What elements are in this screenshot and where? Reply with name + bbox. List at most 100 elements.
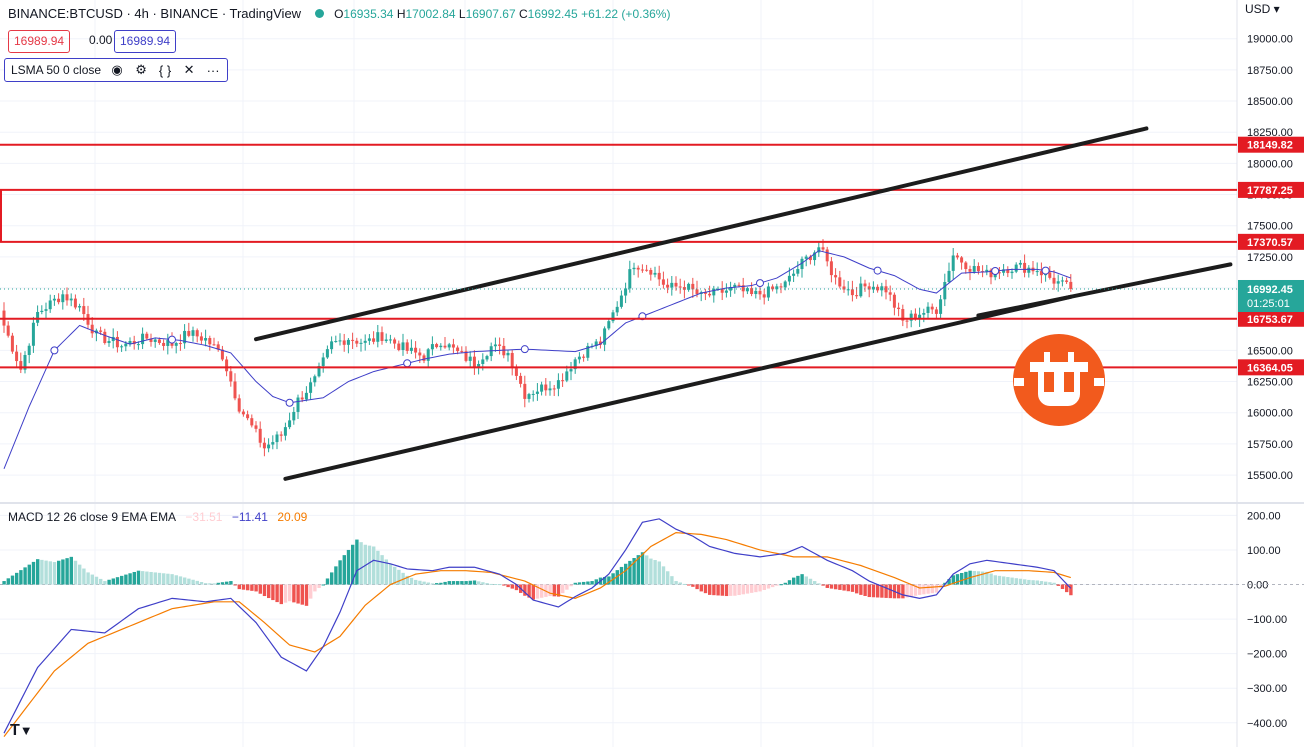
macd-axis-tick-label: −300.00 <box>1247 683 1287 695</box>
candle-body <box>897 307 901 310</box>
more-icon[interactable]: ··· <box>206 62 220 78</box>
macd-histogram-bar <box>73 560 78 585</box>
current-price-label: 16992.45 <box>1247 284 1293 296</box>
macd-histogram-bar <box>187 578 191 585</box>
candle-body <box>674 282 678 287</box>
macd-line[interactable] <box>3 518 1072 734</box>
macd-histogram-bar <box>745 584 750 594</box>
candle-body <box>44 309 48 311</box>
candle-body <box>212 344 216 346</box>
macd-histogram-bar <box>649 558 653 585</box>
candle-body <box>464 351 468 361</box>
macd-histogram-bar <box>817 583 821 585</box>
candle-body <box>498 344 502 346</box>
macd-histogram-bar <box>624 563 628 585</box>
candle-body <box>472 356 476 367</box>
candle-body <box>926 306 930 313</box>
bar-countdown-label: 01:25:01 <box>1247 298 1290 310</box>
macd-histogram-bar <box>678 582 682 585</box>
macd-histogram-bar <box>15 572 19 585</box>
candle-body <box>36 311 40 323</box>
gear-icon[interactable]: ⚙ <box>135 62 147 77</box>
candle-body <box>745 288 749 292</box>
candle-body <box>989 269 993 278</box>
macd-histogram-bar <box>775 584 779 586</box>
candle-body <box>216 344 220 350</box>
macd-histogram-bar <box>1039 581 1044 585</box>
macd-histogram-bar <box>640 552 645 585</box>
candle-body <box>594 341 598 346</box>
macd-histogram-bar <box>48 561 52 585</box>
change-value: +61.22 (+0.36%) <box>581 6 671 21</box>
buy-price-button[interactable]: 16989.94 <box>114 30 177 53</box>
macd-histogram-bar <box>670 576 674 585</box>
price-axis-tick-label: 18250.00 <box>1247 127 1293 139</box>
candle-body <box>666 284 670 288</box>
macd-histogram-bar <box>607 576 611 585</box>
candle-body <box>737 284 741 286</box>
macd-histogram-bar <box>162 573 166 585</box>
macd-histogram-bar <box>804 576 808 585</box>
macd-histogram-bar <box>334 566 338 585</box>
macd-histogram-bar <box>1006 577 1010 585</box>
candle-body <box>960 257 964 263</box>
macd-histogram-bar <box>355 539 359 585</box>
macd-histogram-bar <box>2 581 6 585</box>
macd-signal-line[interactable] <box>3 532 1071 737</box>
macd-histogram-bar <box>435 583 439 585</box>
trendline-channel-lower-2[interactable] <box>976 262 1233 318</box>
close-icon[interactable]: ✕ <box>183 62 195 77</box>
candle-body <box>640 269 644 271</box>
candle-body <box>892 294 896 308</box>
trendline-channel-lower-1[interactable] <box>283 294 1073 481</box>
candle-body <box>611 312 615 322</box>
macd-histogram-bar <box>99 578 103 585</box>
price-axis-tick-label: 15750.00 <box>1247 439 1293 451</box>
candle-body <box>246 414 250 419</box>
candle-body <box>888 292 892 295</box>
macd-histogram-bar <box>363 544 367 585</box>
macd-histogram-bar <box>447 581 451 585</box>
macd-histogram-bar <box>724 584 729 597</box>
braces-icon[interactable]: { } <box>158 62 172 78</box>
macd-histogram-bar <box>867 584 871 598</box>
macd-histogram-bar <box>871 584 876 598</box>
indicator-legend-lsma[interactable]: LSMA 50 0 close ◉ ⚙ { } ✕ ··· <box>4 58 229 82</box>
macd-histogram-bar <box>905 584 909 598</box>
candle-body <box>19 361 23 370</box>
eye-icon[interactable]: ◉ <box>111 62 123 77</box>
lsma-line[interactable] <box>3 250 1071 470</box>
candle-body <box>804 256 808 259</box>
macd-histogram-bar <box>855 584 859 594</box>
candle-body <box>124 343 128 347</box>
candle-body <box>485 356 489 360</box>
symbol-title[interactable]: BINANCE:BTCUSD · 4h · BINANCE · TradingV… <box>8 6 302 21</box>
candle-body <box>649 269 653 275</box>
candle-body <box>712 288 716 296</box>
macd-histogram-bar <box>703 584 708 594</box>
indicator-label: LSMA 50 0 close <box>11 63 102 77</box>
sell-price-button[interactable]: 16989.94 <box>8 30 71 53</box>
candle-body <box>78 306 82 308</box>
candle-body <box>951 255 955 271</box>
tradingview-logo-icon: T▼ <box>10 722 33 739</box>
macd-histogram-bar <box>565 584 569 590</box>
macd-histogram-bar <box>422 581 426 585</box>
macd-histogram-bar <box>6 578 10 585</box>
candle-body <box>775 286 779 290</box>
macd-histogram-bar <box>44 560 48 585</box>
price-axis-tick-label: 17500.00 <box>1247 221 1293 233</box>
trendline-channel-upper[interactable] <box>254 126 1149 342</box>
candle-body <box>800 258 804 270</box>
candle-body <box>414 347 418 353</box>
macd-histogram-bar <box>304 584 309 606</box>
macd-histogram-bar <box>241 584 246 590</box>
macd-histogram-bar <box>40 559 44 585</box>
candle-body <box>48 300 52 310</box>
candle-body <box>111 336 115 342</box>
currency-selector[interactable]: USD ▾ <box>1245 2 1280 16</box>
candle-body <box>741 285 745 292</box>
candle-body <box>884 286 888 293</box>
spread-value: 0.00 <box>89 33 113 47</box>
